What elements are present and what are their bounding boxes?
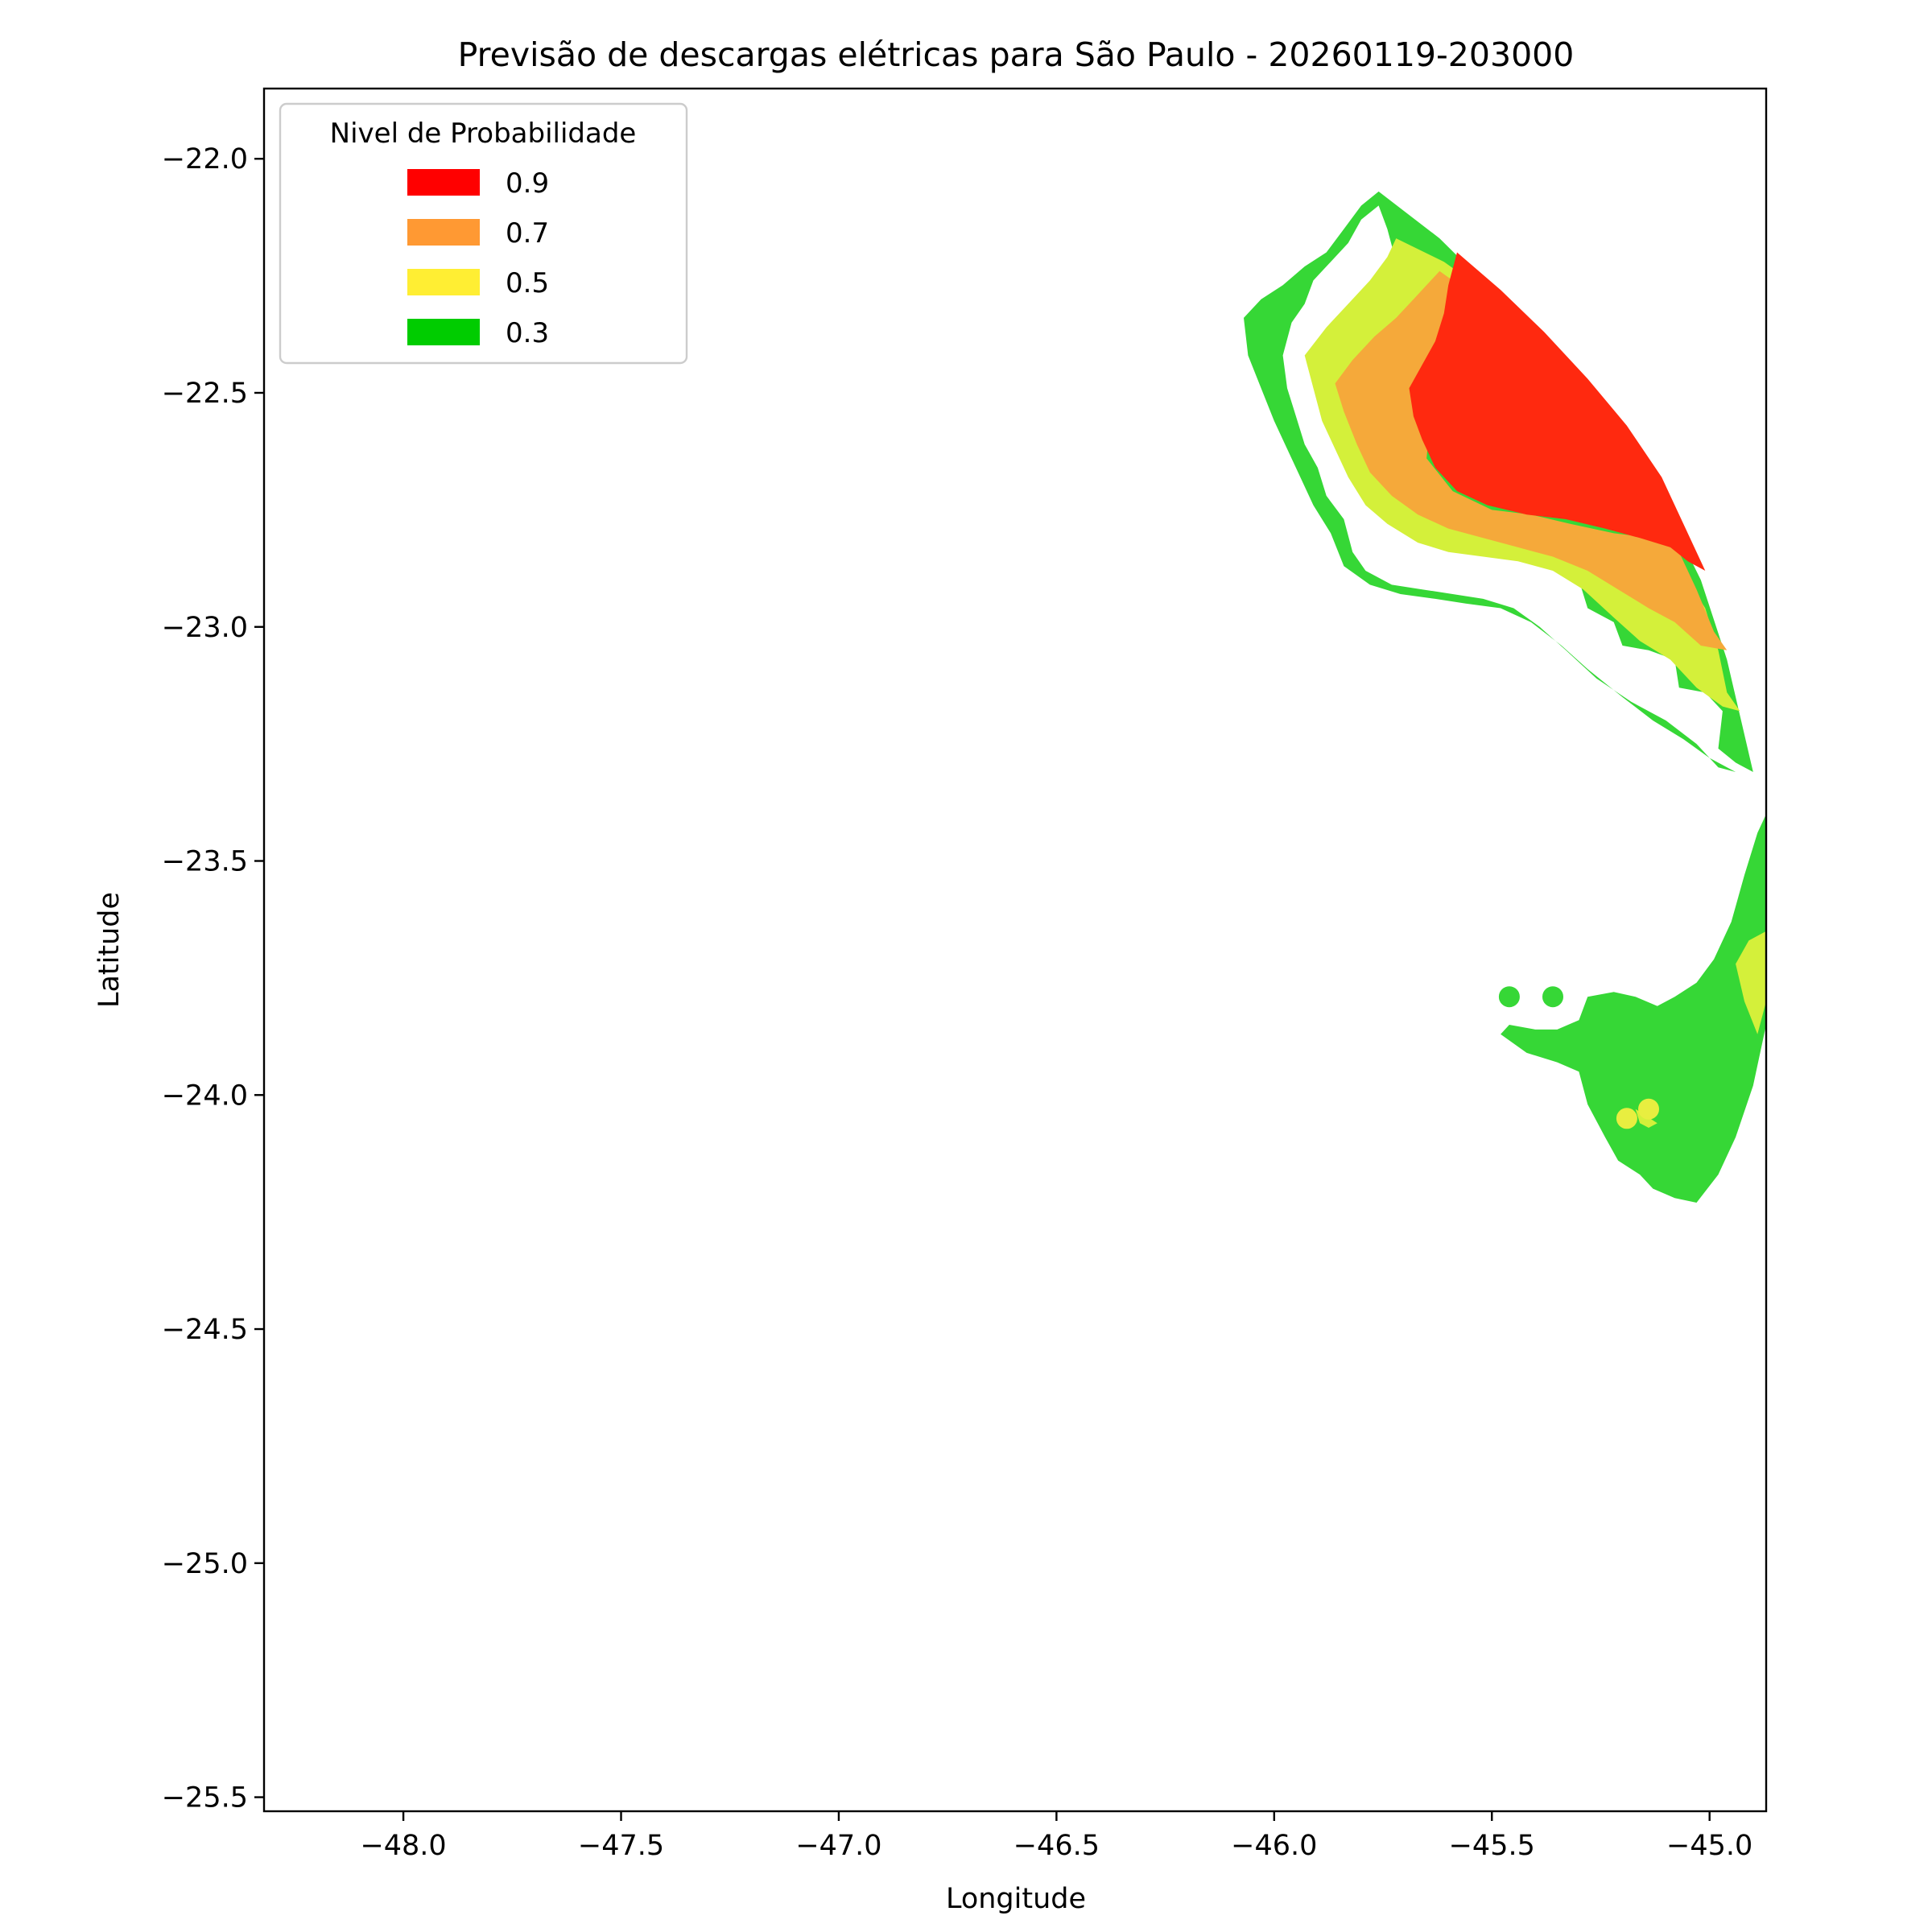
legend-title: Nivel de Probabilidade — [330, 118, 637, 150]
contour-region-05-5 — [1736, 931, 1766, 1034]
x-tick-label-1: −47.5 — [578, 1830, 664, 1862]
legend-frame — [279, 102, 688, 365]
y-tick-label-7: −25.5 — [162, 1782, 248, 1814]
x-tick-label-2: −47.0 — [795, 1830, 881, 1862]
y-tick-label-2: −23.0 — [162, 612, 248, 644]
y-tick-label-6: −25.0 — [162, 1548, 248, 1580]
x-tick-label-6: −45.0 — [1666, 1830, 1752, 1862]
x-tick-label-4: −46.0 — [1231, 1830, 1317, 1862]
y-tick-label-3: −23.5 — [162, 846, 248, 878]
legend-swatch-0 — [407, 169, 480, 196]
x-tick-label-3: −46.5 — [1013, 1830, 1100, 1862]
y-axis-label: Latitude — [93, 892, 126, 1008]
point-marker-3 — [1638, 1098, 1659, 1120]
chart-title: Previsão de descargas elétricas para São… — [458, 35, 1575, 74]
legend-label-3: 0.3 — [506, 317, 549, 349]
contour-regions — [1244, 191, 1766, 1203]
y-axis-ticks: −22.0 −22.5 −23.0 −23.5 −24.0 −24.5 −25.0 −25.5 — [162, 143, 264, 1814]
legend-swatch-1 — [407, 219, 480, 246]
y-tick-label-0: −22.0 — [162, 143, 248, 175]
x-tick-label-0: −48.0 — [360, 1830, 446, 1862]
axes-frame — [262, 87, 1768, 1813]
y-tick-label-1: −22.5 — [162, 378, 248, 410]
legend-label-1: 0.7 — [506, 217, 549, 250]
contour-region-09-3 — [1409, 252, 1706, 571]
legend-swatch-2 — [407, 269, 480, 295]
legend-label-0: 0.9 — [506, 167, 549, 200]
x-tick-label-5: −45.5 — [1449, 1830, 1535, 1862]
legend-swatch-3 — [407, 319, 480, 345]
plot-area — [262, 87, 1768, 1813]
x-axis-ticks: −48.0 −47.5 −47.0 −46.5 −46.0 −45.5 −45.0 — [360, 1811, 1752, 1862]
point-markers — [1498, 986, 1659, 1129]
point-marker-1 — [1542, 986, 1563, 1008]
x-axis-label: Longitude — [946, 1883, 1086, 1915]
y-tick-label-4: −24.0 — [162, 1080, 248, 1112]
point-marker-0 — [1498, 986, 1520, 1008]
legend: Nivel de Probabilidade 0.9 0.7 0.5 0.3 — [279, 102, 688, 365]
point-marker-2 — [1616, 1108, 1637, 1129]
contour-region-03-4 — [1501, 814, 1766, 1203]
legend-label-2: 0.5 — [506, 267, 549, 299]
legend-entries: 0.9 0.7 0.5 0.3 — [407, 167, 549, 349]
y-tick-label-5: −24.5 — [162, 1314, 248, 1346]
